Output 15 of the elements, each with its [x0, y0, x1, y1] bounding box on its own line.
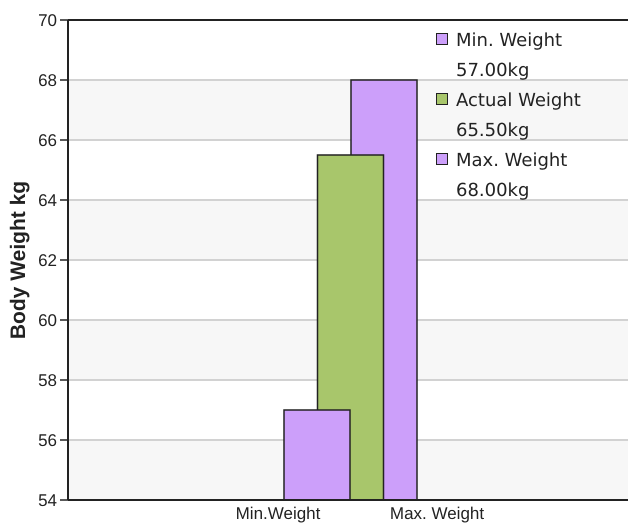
y-tick-label: 64	[38, 191, 57, 210]
legend-label: Actual Weight 65.50kg	[456, 89, 582, 143]
y-tick-label: 58	[38, 371, 57, 390]
text: Min.Weight	[234, 504, 322, 524]
y-tick-label: 70	[38, 11, 57, 30]
y-tick-label: 54	[38, 491, 57, 510]
y-axis-title: Body Weight kg	[6, 180, 30, 340]
y-tick-label: 66	[38, 131, 57, 150]
y-tick-label: 68	[38, 71, 57, 90]
legend-label: Min. Weight 57.00kg	[456, 29, 564, 83]
y-tick-label: 60	[38, 311, 57, 330]
legend-label: Max. Weight 68.00kg	[456, 149, 568, 203]
y-tick-label: 62	[38, 251, 57, 270]
y-tick-label: 56	[38, 431, 57, 450]
text: Max. Weight	[388, 504, 486, 524]
